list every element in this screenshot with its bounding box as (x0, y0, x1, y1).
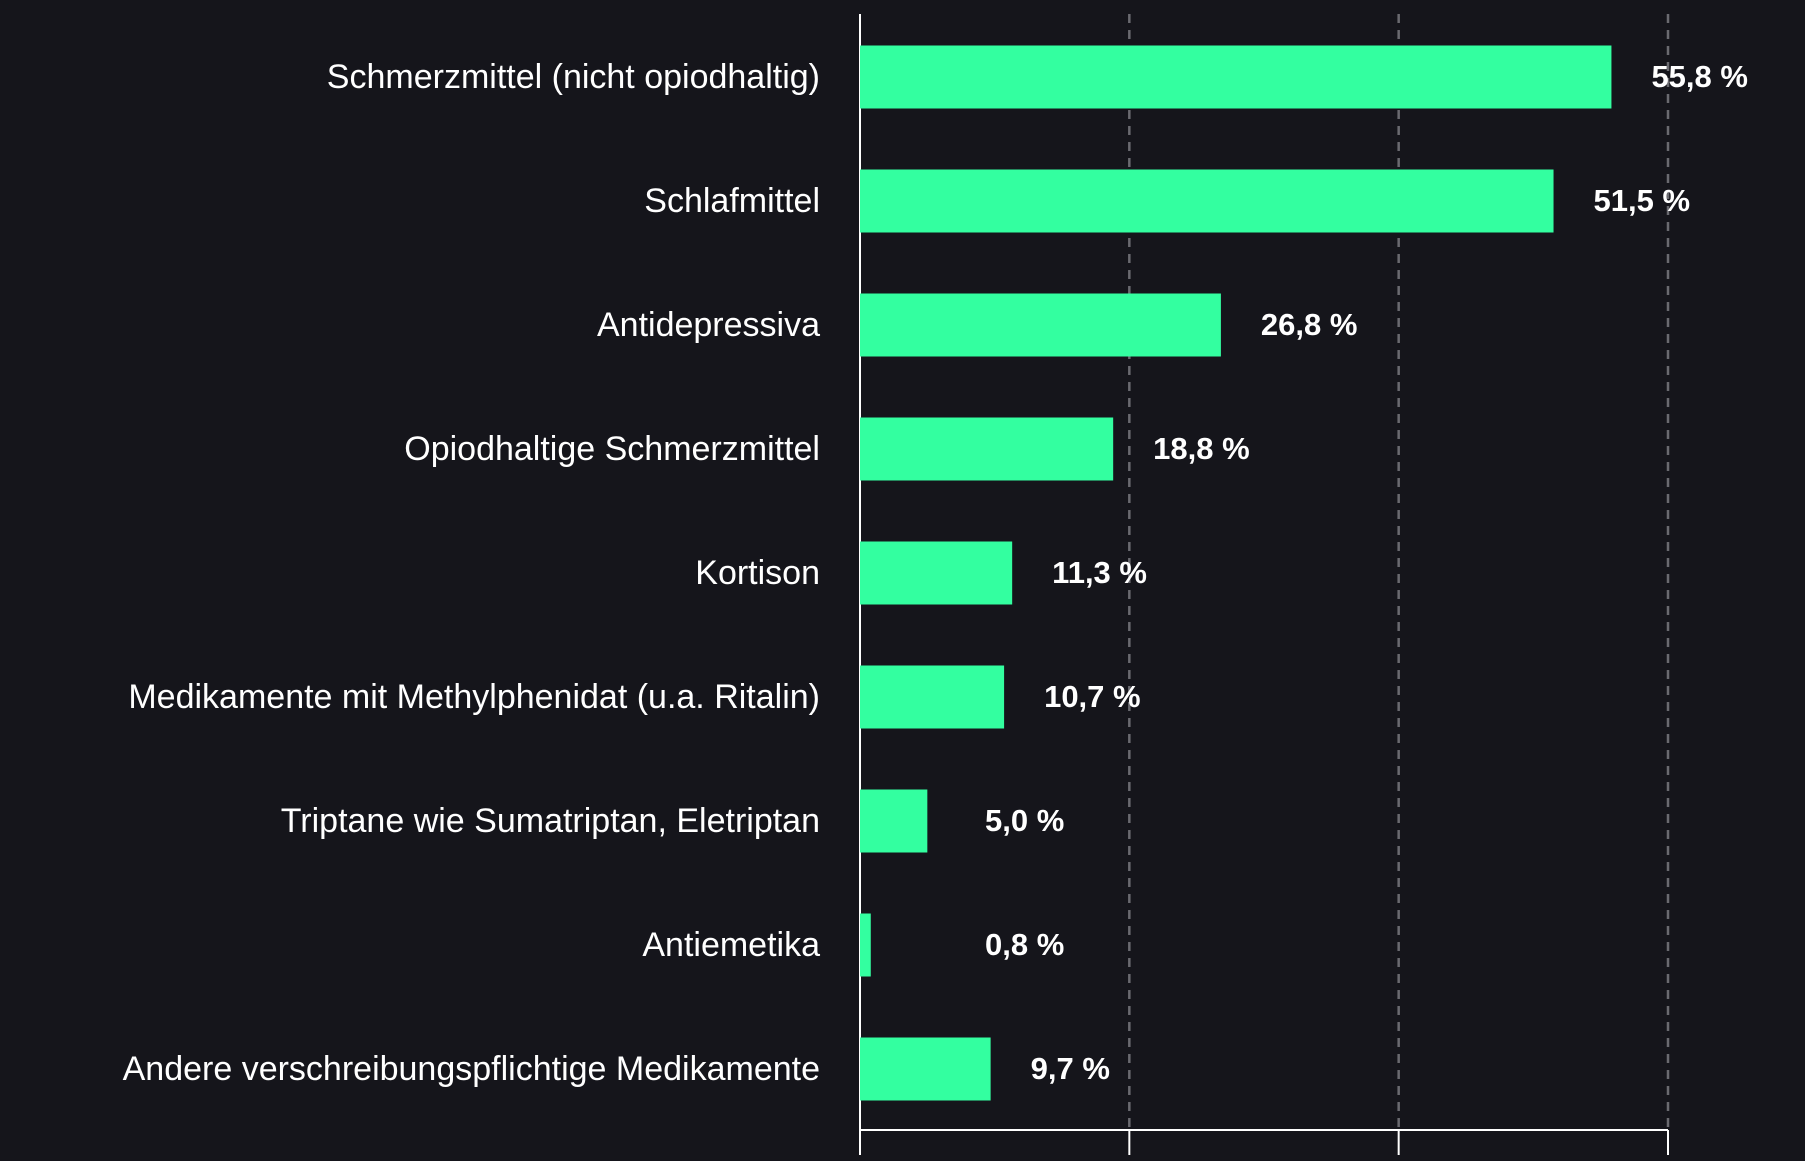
category-label: Schlafmittel (644, 182, 820, 220)
bar (860, 293, 1221, 357)
category-label: Opiodhaltige Schmerzmittel (404, 430, 820, 468)
value-label: 26,8 % (1261, 307, 1358, 342)
category-label: Schmerzmittel (nicht opiodhaltig) (327, 58, 820, 96)
value-label: 55,8 % (1651, 59, 1748, 94)
value-label: 9,7 % (1031, 1051, 1110, 1086)
bar (860, 665, 1005, 729)
bar (860, 541, 1013, 605)
category-label: Kortison (695, 554, 820, 592)
bar (860, 45, 1612, 109)
bar (860, 169, 1554, 233)
bar (860, 1037, 991, 1101)
value-label: 5,0 % (985, 803, 1064, 838)
value-label: 11,3 % (1052, 555, 1147, 590)
bar (860, 913, 871, 977)
category-label: Andere verschreibungspflichtige Medikame… (123, 1050, 820, 1088)
value-label: 51,5 % (1594, 183, 1691, 218)
bar (860, 417, 1114, 481)
value-label: 0,8 % (985, 927, 1064, 962)
category-label: Antidepressiva (597, 306, 820, 344)
value-label: 18,8 % (1153, 431, 1250, 466)
value-label: 10,7 % (1044, 679, 1141, 714)
category-label: Medikamente mit Methylphenidat (u.a. Rit… (128, 678, 820, 716)
category-label: Antiemetika (642, 926, 820, 964)
bar (860, 789, 928, 853)
category-label: Triptane wie Sumatriptan, Eletriptan (281, 802, 820, 840)
